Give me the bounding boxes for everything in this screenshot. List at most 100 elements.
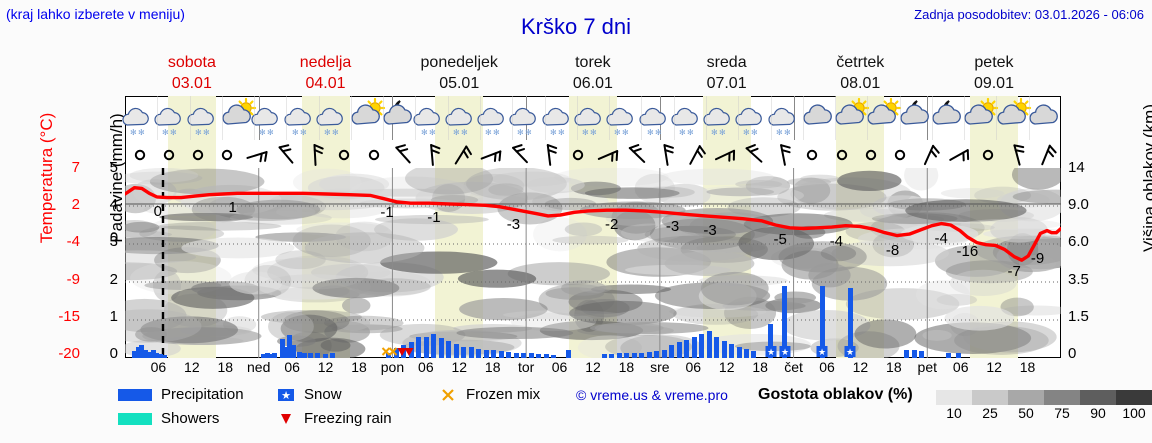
temperature-value-label: -16 — [956, 242, 979, 260]
axis-tick: 0 — [1068, 345, 1077, 362]
icon-cell-separator — [350, 96, 352, 140]
precipitation-bar — [453, 343, 459, 358]
snow-marker: ★ — [816, 346, 828, 357]
icon-cell-separator — [189, 96, 191, 140]
precipitation-bar — [736, 346, 742, 358]
precipitation-bar — [135, 346, 141, 358]
precipitation-bar — [302, 352, 308, 358]
precipitation-bar — [624, 353, 630, 358]
cloud-icon — [1025, 98, 1065, 138]
day-name: sobota — [167, 54, 216, 71]
temperature-value-label: 1 — [228, 199, 237, 217]
precipitation-bar — [646, 351, 652, 358]
axis-tick: 4 — [109, 196, 118, 214]
svg-text:✻: ✻ — [292, 128, 299, 137]
wind-barb-barb — [273, 142, 299, 168]
daylight-band — [836, 140, 885, 168]
chart-plot-area[interactable]: ★ ★ ★ ★ 0 1 -1 -1 -3 -2 -3 -3 -5 -4 -8 -4 -16 -7 -9 — [125, 168, 1061, 358]
cloud-height-axis-title: Višina oblakov (km) — [1140, 103, 1152, 253]
svg-text:✻: ✻ — [719, 128, 726, 137]
last-update-label: Zadnja posodobitev: 03.01.2026 - 06:06 — [914, 7, 1144, 22]
legend-snow-label: Snow — [304, 386, 342, 403]
icon-cell-separator — [964, 96, 966, 140]
svg-text:✻: ✻ — [558, 128, 565, 137]
x-axis-labels: 06 12 18 ned 06 12 18 pon 06 12 18 tor 06 12 18 sre 06 12… — [125, 359, 1061, 379]
precipitation-bar — [423, 336, 429, 358]
icon-cell-separator — [835, 96, 837, 140]
precipitation-bar — [498, 351, 504, 358]
cloud-snow-icon: ✻ ✻ — [638, 98, 678, 138]
axis-tick: 6.0 — [1068, 233, 1089, 251]
cloud-density-title: Gostota oblakov (%) — [758, 386, 913, 403]
icon-cell-separator — [673, 96, 675, 140]
x-axis-label: 18 — [618, 359, 635, 375]
day-header-ponedeljek: ponedeljek 05.01 — [392, 52, 526, 96]
temperature-axis-ticks: 7 2 -4 -9 -15 -20 — [38, 159, 80, 362]
precipitation-bar — [146, 351, 152, 358]
x-axis-label: 12 — [852, 359, 869, 375]
cloud-snow-icon: ✻ ✻ — [153, 98, 193, 138]
precipitation-bar — [639, 352, 645, 358]
precipitation-bar — [261, 354, 267, 358]
precipitation-bar — [904, 350, 910, 358]
icon-cell-separator — [221, 96, 223, 140]
axis-tick: 3.5 — [1068, 270, 1089, 288]
axis-tick: 3 — [109, 233, 118, 251]
precipitation-bar — [483, 349, 489, 358]
svg-text:✻: ✻ — [130, 128, 137, 137]
precipitation-bar — [461, 346, 467, 358]
cloud-snow-icon: ✻ ✻ — [283, 98, 323, 138]
cloud-density-segment — [936, 389, 972, 405]
day-header-sreda: sreda 07.01 — [660, 52, 794, 96]
day-name: ponedeljek — [420, 54, 498, 71]
wind-barb-calm — [887, 142, 913, 168]
freezing-rain-icon — [278, 412, 298, 426]
x-axis-label: tor — [517, 359, 535, 375]
moon-cloud-icon — [896, 98, 936, 138]
svg-text:★: ★ — [767, 348, 775, 357]
precipitation-bar — [393, 348, 399, 358]
daylight-band — [167, 140, 216, 168]
svg-text:✻: ✻ — [679, 128, 686, 137]
temperature-value-label: -8 — [885, 241, 900, 259]
svg-text:✻: ✻ — [421, 128, 428, 137]
wind-barb-barb — [244, 142, 270, 168]
cloud-density-value: 75 — [1054, 405, 1070, 421]
precipitation-bar — [684, 339, 690, 358]
icon-cell-separator — [770, 96, 772, 140]
precipitation-bar — [955, 352, 961, 358]
legend-frozen-mix-label: Frozen mix — [466, 386, 541, 403]
wind-barb-calm — [156, 142, 182, 168]
svg-text:✻: ✻ — [300, 128, 307, 137]
x-axis-label: čet — [784, 359, 803, 375]
showers-swatch — [118, 413, 152, 426]
precipitation-axis-ticks: 5 4 3 2 1 0 — [86, 159, 118, 362]
wind-barb-barb — [448, 142, 474, 168]
svg-text:✻: ✻ — [517, 128, 524, 137]
icon-cell-separator — [415, 96, 417, 140]
cloud-snow-icon: ✻ ✻ — [476, 98, 516, 138]
icon-cell-separator — [931, 96, 933, 140]
icon-cell-separator — [544, 96, 546, 140]
wind-barb-barb — [653, 142, 679, 168]
sun-cloud-icon — [218, 98, 258, 138]
precipitation-bar — [154, 352, 160, 358]
copyright-label: © vreme.us & vreme.pro — [576, 387, 728, 403]
x-axis-label: 06 — [418, 359, 434, 375]
cloud-density-segment — [972, 389, 1008, 405]
precipitation-bar — [307, 353, 313, 358]
icon-cell-separator — [1028, 96, 1030, 140]
svg-text:✻: ✻ — [453, 128, 460, 137]
day-header-row: sobota 03.01 nedelja 04.01 ponedeljek 05.01 to… — [125, 52, 1061, 96]
temperature-value-label: -5 — [773, 231, 787, 248]
temperature-value-label: -9 — [1030, 250, 1045, 267]
x-axis-label: 06 — [952, 359, 969, 375]
axis-tick: -9 — [66, 270, 80, 288]
x-axis-label: 18 — [752, 359, 768, 375]
cloud-density-value: 100 — [1122, 405, 1146, 421]
x-axis-label: 12 — [585, 359, 601, 375]
icon-cell-separator — [609, 96, 611, 140]
precipitation-swatch — [118, 389, 152, 402]
wind-barb-barb — [478, 142, 504, 168]
precipitation-bar — [601, 354, 607, 358]
